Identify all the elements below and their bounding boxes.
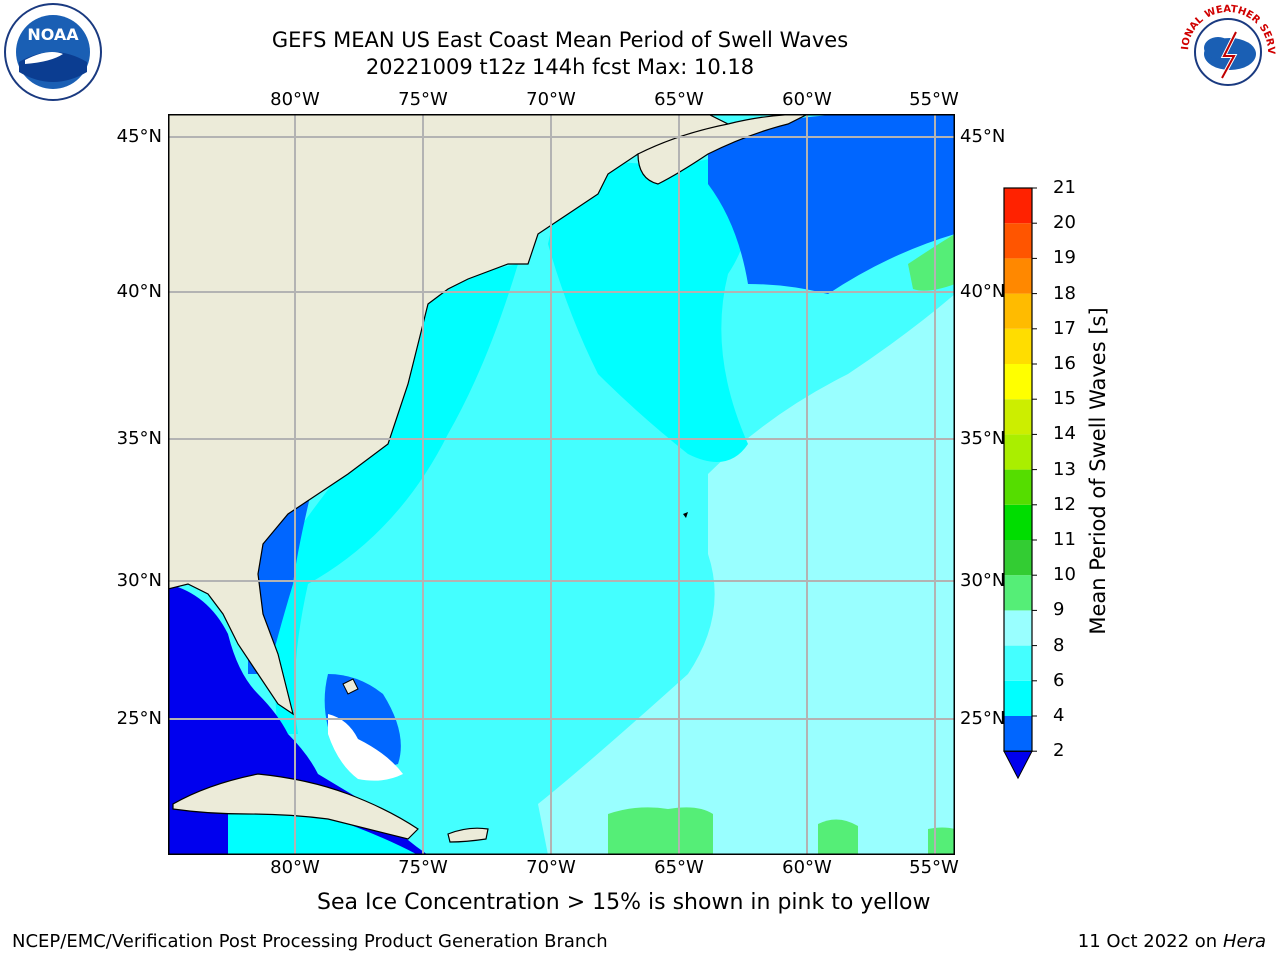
- colorbar-tick-label: 8: [1053, 634, 1065, 656]
- swell-field-8-9: [538, 294, 955, 855]
- swell-field-9-10-east: [908, 234, 955, 291]
- swell-field-4-6-coast: [274, 264, 518, 734]
- lat-label-left-45n: 45°N: [116, 126, 162, 147]
- colorbar-tick-label: 19: [1053, 247, 1076, 269]
- lat-label-right-25n: 25°N: [960, 708, 1006, 729]
- swell-field-4-6-caribbean: [228, 810, 418, 855]
- colorbar-tick-label: 20: [1053, 212, 1076, 234]
- credit-line: NCEP/EMC/Verification Post Processing Pr…: [12, 931, 608, 952]
- swell-field-4-6-central: [548, 154, 748, 462]
- colorbar: [1003, 187, 1037, 780]
- swell-field-9-10-corner: [928, 827, 955, 855]
- colorbar-tick-label: 14: [1053, 423, 1076, 445]
- lon-label-bottom-55w: 55°W: [909, 857, 959, 878]
- colorbar-segment: [1004, 188, 1032, 224]
- lon-label-bottom-80w: 80°W: [270, 857, 320, 878]
- colorbar-segment: [1004, 364, 1032, 400]
- colorbar-segment: [1004, 610, 1032, 646]
- colorbar-segment: [1004, 328, 1032, 364]
- colorbar-segment: [1004, 469, 1032, 505]
- colorbar-tick-label: 21: [1053, 177, 1076, 198]
- lat-label-left-35n: 35°N: [116, 428, 162, 449]
- colorbar-segment: [1004, 399, 1032, 435]
- noaa-logo-text: NOAA: [27, 25, 79, 44]
- graticule: [168, 114, 955, 855]
- render-date: 11 Oct 2022 on Hera: [1078, 931, 1266, 952]
- lon-label-bottom-65w: 65°W: [654, 857, 704, 878]
- lat-label-right-35n: 35°N: [960, 428, 1006, 449]
- colorbar-title: Mean Period of Swell Waves [s]: [1086, 307, 1110, 635]
- land-north-america: [168, 114, 730, 716]
- colorbar-tick-label: 16: [1053, 353, 1076, 374]
- lon-label-top-75w: 75°W: [398, 89, 448, 110]
- colorbar-tick-label: 2: [1053, 740, 1065, 762]
- colorbar-segment: [1004, 680, 1032, 716]
- lat-label-right-45n: 45°N: [960, 126, 1006, 147]
- map-panel: [168, 114, 955, 855]
- colorbar-segment: [1004, 540, 1032, 576]
- render-date-text: 11 Oct 2022 on: [1077, 931, 1223, 952]
- colorbar-tick-label: 17: [1053, 317, 1076, 339]
- lat-label-left-30n: 30°N: [116, 570, 162, 591]
- lon-label-top-80w: 80°W: [270, 89, 320, 110]
- map-title-line1: GEFS MEAN US East Coast Mean Period of S…: [271, 28, 849, 52]
- nws-logo: NATIONAL WEATHER SERVICE: [1178, 2, 1276, 100]
- colorbar-tick-label: 15: [1053, 388, 1076, 410]
- colorbar-tick-label: 11: [1053, 529, 1076, 550]
- bahama-bank-nodata: [328, 714, 403, 781]
- colorbar-segment: [1004, 223, 1032, 259]
- map-title-line2: 20221009 t12z 144h fcst Max: 10.18: [365, 55, 755, 79]
- colorbar-tick-label: 6: [1053, 669, 1065, 691]
- lon-label-top-65w: 65°W: [654, 89, 704, 110]
- noaa-logo: NOAA: [4, 3, 102, 101]
- render-machine: Hera: [1222, 931, 1266, 952]
- land-hispaniola: [447, 827, 489, 843]
- lon-label-top-55w: 55°W: [909, 89, 959, 110]
- colorbar-segment: [1004, 645, 1032, 681]
- colorbar-under-triangle: [1003, 750, 1033, 780]
- colorbar-tick-label: 10: [1053, 564, 1076, 586]
- lon-label-bottom-75w: 75°W: [398, 857, 448, 878]
- colorbar-segment: [1004, 293, 1032, 329]
- swell-field-9-10-southeast: [818, 819, 858, 855]
- map-frame: [168, 114, 955, 855]
- colorbar-tick-label: 18: [1053, 282, 1076, 304]
- land-nova-scotia: [637, 114, 809, 185]
- colorbar-segment: [1004, 504, 1032, 540]
- island-grand-bahama: [342, 678, 359, 695]
- lat-label-right-40n: 40°N: [960, 281, 1006, 302]
- sea-ice-note: Sea Ice Concentration > 15% is shown in …: [317, 890, 931, 915]
- colorbar-segment: [1004, 258, 1032, 294]
- swell-field-9-10-south: [608, 807, 713, 855]
- lon-label-top-70w: 70°W: [526, 89, 576, 110]
- lat-label-left-40n: 40°N: [116, 281, 162, 302]
- swell-field-2-4-northeast: [708, 114, 955, 294]
- colorbar-tick-label: 12: [1053, 493, 1076, 515]
- lon-label-top-60w: 60°W: [782, 89, 832, 110]
- colorbar-tick-label: 4: [1053, 705, 1065, 726]
- lat-label-left-25n: 25°N: [116, 708, 162, 729]
- lon-label-bottom-70w: 70°W: [526, 857, 576, 878]
- colorbar-tick-label: 13: [1053, 458, 1076, 480]
- island-bermuda: [683, 512, 688, 518]
- lon-label-bottom-60w: 60°W: [782, 857, 832, 878]
- colorbar-segment: [1004, 434, 1032, 470]
- colorbar-segment: [1004, 716, 1032, 752]
- colorbar-tick-label: 9: [1053, 599, 1065, 621]
- colorbar-segment: [1004, 575, 1032, 611]
- lat-label-right-30n: 30°N: [960, 570, 1006, 591]
